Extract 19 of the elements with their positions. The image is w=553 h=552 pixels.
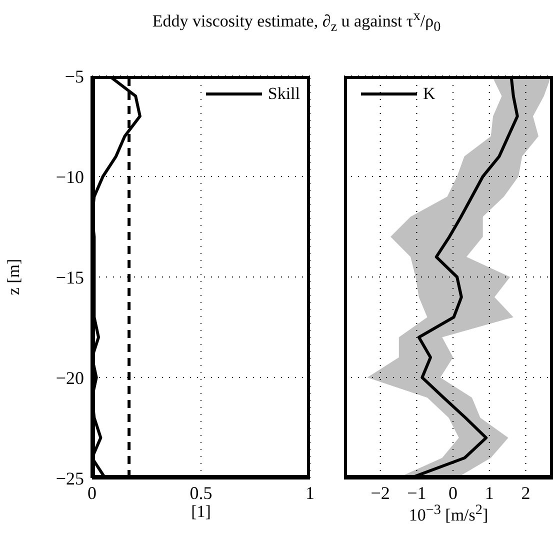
y-axis-title: z [m] bbox=[4, 258, 24, 296]
y-tick-label: −25 bbox=[56, 468, 84, 488]
x-tick-label: −2 bbox=[370, 482, 390, 503]
y-tick-label: −15 bbox=[56, 267, 84, 288]
x-tick-label: −1 bbox=[407, 482, 426, 503]
x-tick-label: 0 bbox=[448, 482, 458, 503]
y-tick-label: −10 bbox=[56, 166, 84, 187]
x-tick-label: 0 bbox=[88, 482, 96, 503]
x-axis-title: 10$^{−3}$ [m/s$^{2}$] bbox=[408, 502, 490, 526]
legend-label: K bbox=[423, 84, 436, 104]
x-tick-label: 1 bbox=[484, 482, 494, 503]
x-axis-title: [1] bbox=[190, 502, 212, 522]
x-tick-label: 1 bbox=[306, 482, 314, 503]
y-tick-label: −5 bbox=[64, 66, 84, 86]
y-tick-label: −20 bbox=[56, 368, 84, 388]
legend-label: Skill bbox=[268, 84, 300, 104]
x-tick-label: 2 bbox=[521, 482, 530, 503]
chart-title: Eddy viscosity estimate, ∂$_{z}$ u against τ$^{x}$/ρ$_{0}$ bbox=[151, 8, 442, 36]
x-tick-label: 0.5 bbox=[190, 482, 212, 503]
